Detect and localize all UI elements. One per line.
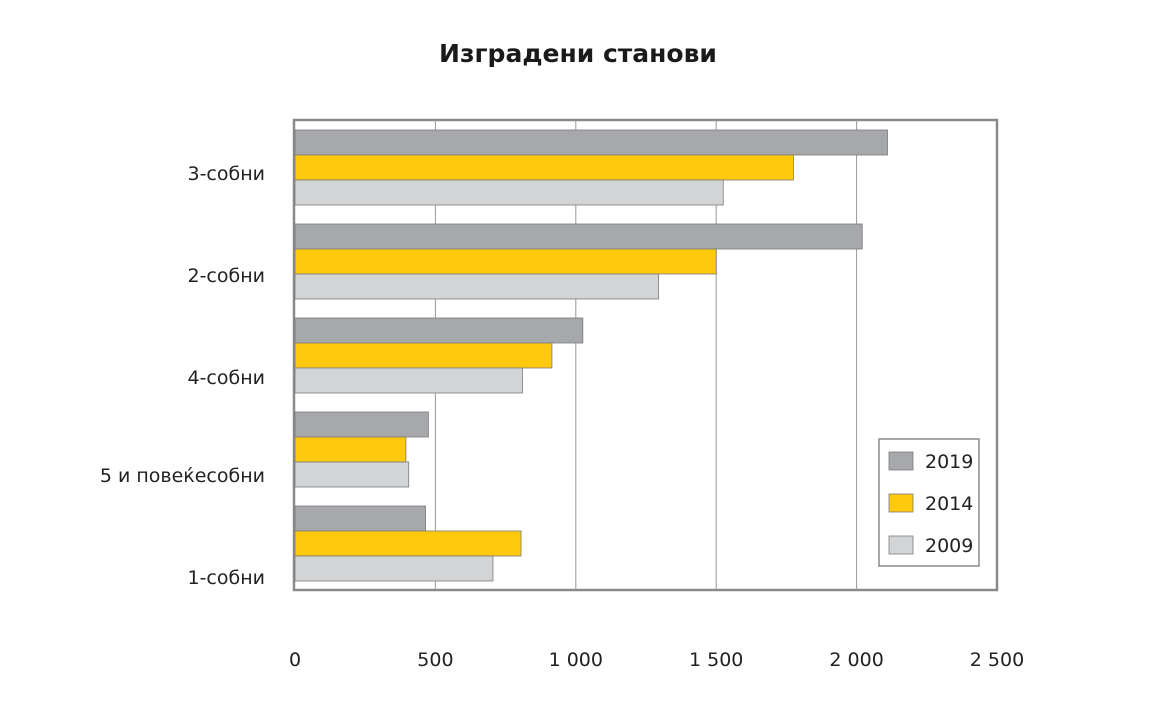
bars [294, 129, 888, 582]
category-labels: 3-собни 2-собни 4-собни 5 и повеќесобни 1-со… [100, 163, 265, 589]
bar-2014-0 [294, 154, 794, 181]
x-tick-label: 0 [289, 649, 301, 671]
category-label: 3-собни [187, 163, 265, 185]
x-tick-label: 1 000 [549, 649, 603, 671]
legend-label-2014: 2014 [925, 493, 973, 515]
bar-2014-2 [294, 342, 553, 369]
bar-2019-2 [294, 317, 584, 344]
chart-title: Изградени станови [439, 39, 717, 68]
bar-2014-1 [294, 248, 717, 275]
legend-swatch-2014 [888, 493, 914, 513]
bar-2019-4 [294, 505, 426, 532]
x-tick-label: 2 000 [829, 649, 883, 671]
category-label: 4-собни [187, 367, 265, 389]
bar-2009-4 [294, 555, 494, 582]
legend-label-2019: 2019 [925, 451, 973, 473]
bar-2009-0 [294, 179, 724, 206]
bar-2009-1 [294, 273, 660, 300]
bar-2009-3 [294, 461, 410, 488]
bar-2019-3 [294, 411, 429, 438]
category-label: 5 и повеќесобни [100, 465, 265, 487]
bar-2019-0 [294, 129, 888, 156]
legend-swatch-2019 [888, 451, 914, 471]
x-tick-label: 500 [417, 649, 453, 671]
x-tick-labels: 0 500 1 000 1 500 2 000 2 500 [289, 649, 1024, 671]
bar-2009-2 [294, 367, 523, 394]
x-tick-label: 2 500 [970, 649, 1024, 671]
legend-label-2009: 2009 [925, 535, 973, 557]
legend-swatch-2009 [888, 535, 914, 555]
bar-2019-1 [294, 223, 863, 250]
bar-2014-3 [294, 436, 407, 463]
x-tick-label: 1 500 [689, 649, 743, 671]
legend: 2019 2014 2009 [878, 438, 980, 567]
category-label: 1-собни [187, 567, 265, 589]
bar-2014-4 [294, 530, 522, 557]
category-label: 2-собни [187, 265, 265, 287]
